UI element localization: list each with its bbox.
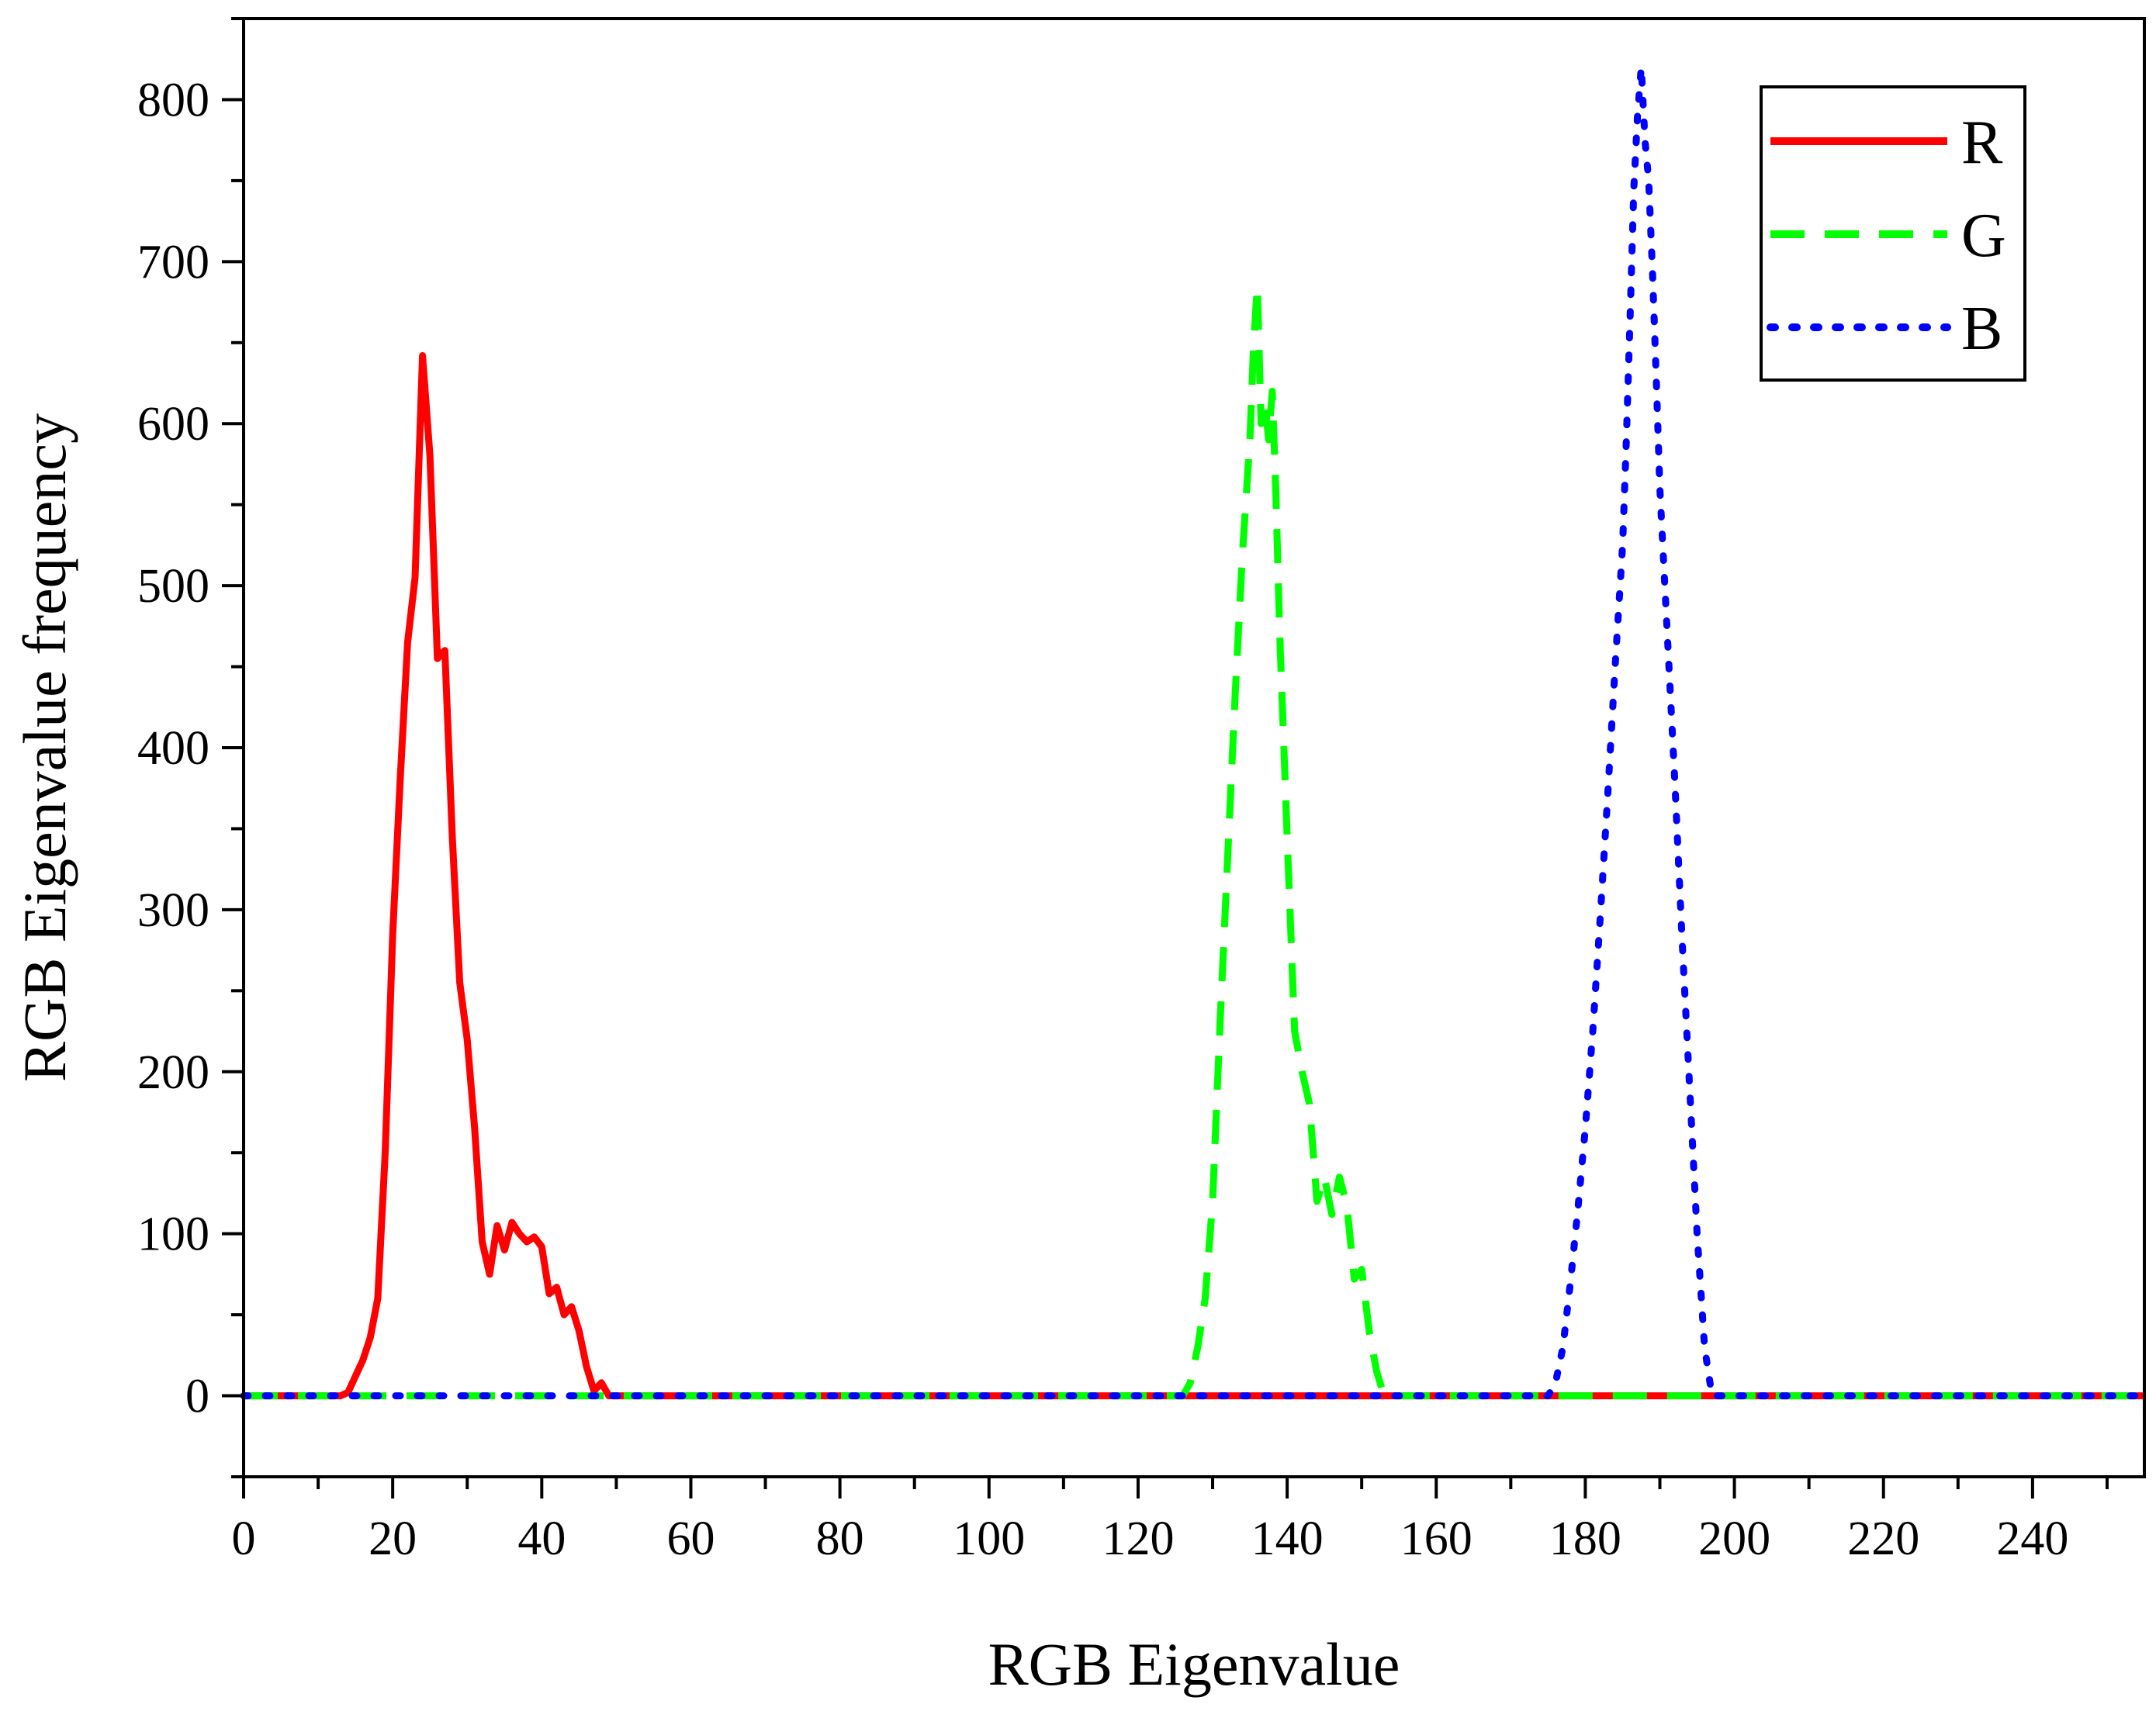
y-tick-label: 0 bbox=[185, 1371, 209, 1423]
y-tick-label: 400 bbox=[137, 722, 209, 775]
y-tick-label: 200 bbox=[137, 1046, 209, 1099]
series-line-r bbox=[244, 352, 2144, 1400]
x-tick-label: 180 bbox=[1549, 1512, 1621, 1565]
x-tick-label: 80 bbox=[816, 1512, 864, 1565]
x-tick-label: 140 bbox=[1251, 1512, 1324, 1565]
x-tick-label: 100 bbox=[953, 1512, 1025, 1565]
x-tick-label: 20 bbox=[369, 1512, 417, 1565]
y-axis: 0 100 200 300 400 500 600 700 800 bbox=[137, 17, 244, 1478]
x-tick-label: 220 bbox=[1847, 1512, 1919, 1565]
x-tick-label: 240 bbox=[1996, 1512, 2068, 1565]
x-tick-label: 200 bbox=[1698, 1512, 1770, 1565]
x-tick-label: 160 bbox=[1400, 1512, 1473, 1565]
y-tick-label: 600 bbox=[137, 398, 209, 451]
y-tick-label: 100 bbox=[137, 1208, 209, 1261]
x-axis: 0 20 40 60 80 100 120 140 160 180 200 220 240 bbox=[232, 1477, 2109, 1565]
x-tick-label: 40 bbox=[517, 1512, 566, 1565]
series-line-g bbox=[244, 282, 2144, 1400]
x-tick-label: 120 bbox=[1102, 1512, 1174, 1565]
series-line-b bbox=[240, 64, 2148, 1400]
y-tick-label: 300 bbox=[137, 884, 209, 937]
legend-label-r: R bbox=[1961, 109, 2003, 177]
x-tick-label: 0 bbox=[232, 1512, 256, 1565]
y-tick-label: 700 bbox=[137, 236, 209, 289]
x-axis-title: RGB Eigenvalue bbox=[988, 1630, 1400, 1698]
y-tick-label: 500 bbox=[137, 560, 209, 613]
legend: RGB bbox=[1760, 85, 2026, 382]
y-axis-title: RGB Eigenvalue frequency bbox=[11, 413, 78, 1082]
series-layer bbox=[240, 64, 2148, 1400]
y-tick-label: 800 bbox=[137, 74, 209, 126]
x-tick-label: 60 bbox=[666, 1512, 715, 1565]
legend-label-b: B bbox=[1961, 295, 2002, 363]
legend-label-g: G bbox=[1961, 202, 2006, 270]
